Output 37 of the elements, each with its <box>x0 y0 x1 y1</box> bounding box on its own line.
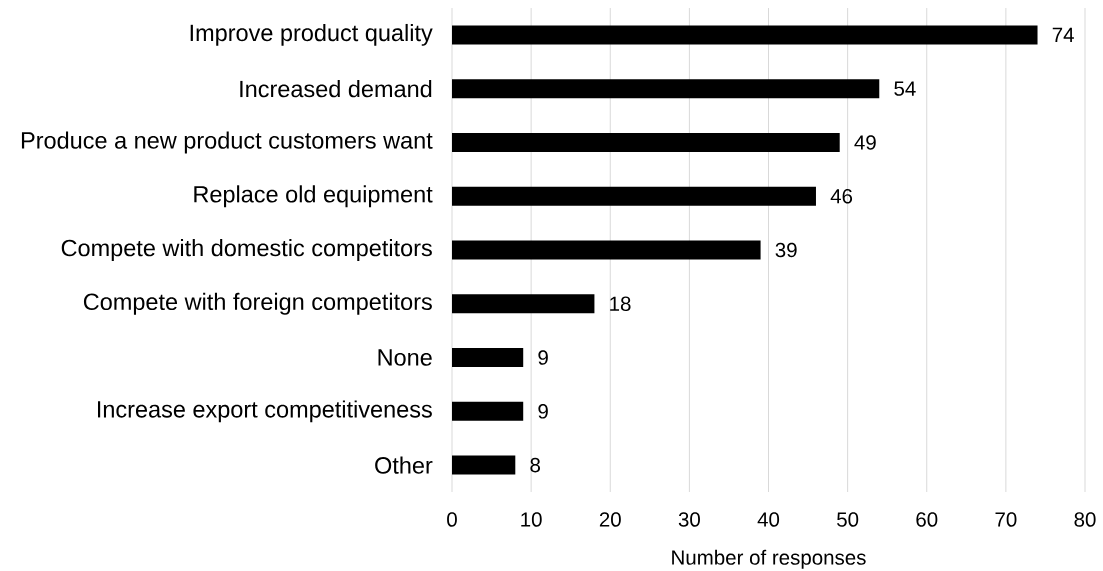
x-tick-label: 0 <box>447 512 457 527</box>
bar <box>452 132 840 152</box>
y-tick-label: Increase export competitiveness <box>97 400 432 423</box>
bar <box>452 79 880 99</box>
y-tick-label: None <box>378 349 432 366</box>
bar <box>452 455 516 475</box>
y-tick-label: Produce a new product customers want <box>21 131 433 154</box>
bar <box>452 401 524 421</box>
data-label: 9 <box>538 404 548 419</box>
data-label: 9 <box>538 350 548 365</box>
x-tick-label: 80 <box>1074 512 1096 527</box>
data-label: 18 <box>610 296 631 312</box>
data-label: 54 <box>894 81 916 96</box>
y-tick-label: Increased demand <box>240 80 432 98</box>
x-tick-label: 20 <box>599 512 621 527</box>
y-tick-label: Other <box>375 456 433 474</box>
bar <box>452 240 761 260</box>
data-label: 8 <box>530 457 541 473</box>
y-tick-label: Compete with domestic competitors <box>61 239 432 261</box>
x-tick-label: 30 <box>678 512 700 527</box>
y-tick-label: Improve product quality <box>190 23 433 46</box>
data-label: 49 <box>854 135 876 150</box>
y-tick-label: Compete with foreign competitors <box>83 292 432 315</box>
x-tick-label: 60 <box>916 512 938 527</box>
x-axis-title: Number of responses <box>672 549 866 569</box>
bar <box>452 25 1038 45</box>
bar <box>452 294 595 314</box>
x-tick-label: 10 <box>521 512 542 527</box>
y-tick-label: Replace old equipment <box>194 185 433 208</box>
data-label: 39 <box>775 242 797 258</box>
data-label: 74 <box>1052 27 1074 42</box>
x-tick-label: 70 <box>995 512 1017 527</box>
bar <box>452 348 524 368</box>
x-tick-label: 50 <box>837 512 859 527</box>
x-tick-label: 40 <box>757 512 780 527</box>
data-label: 46 <box>830 188 853 204</box>
bar <box>452 186 816 206</box>
